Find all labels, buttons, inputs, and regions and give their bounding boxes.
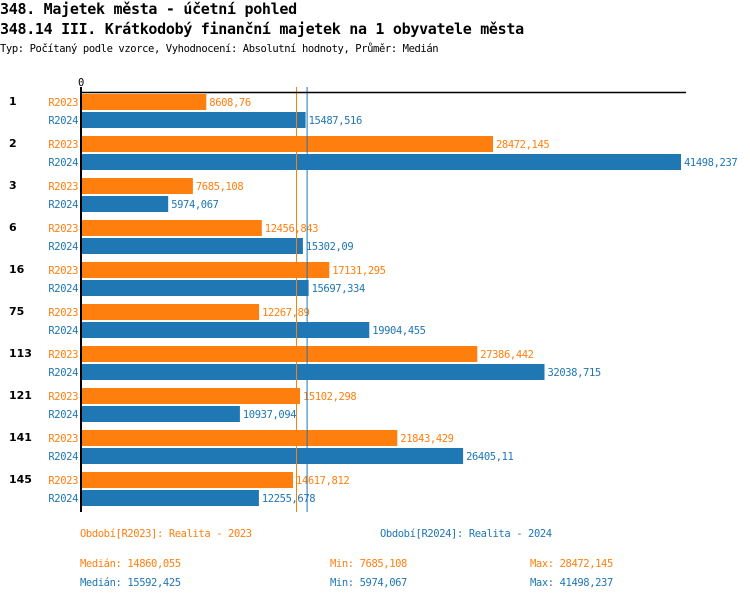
series-label: R2024	[48, 283, 78, 295]
series-label: R2024	[48, 157, 78, 169]
value-label: 15302,09	[306, 241, 353, 253]
bar-r2023-6	[82, 220, 262, 236]
legend-r2024: Období[R2024]: Realita - 2024	[380, 528, 552, 540]
value-label: 32038,715	[548, 367, 601, 379]
value-label: 5974,067	[171, 199, 218, 211]
bar-r2023-3	[82, 178, 193, 194]
bar-r2024-1	[82, 112, 306, 128]
series-label: R2024	[48, 451, 78, 463]
bar-r2024-145	[82, 490, 259, 506]
category-label: 145	[9, 473, 32, 486]
category-label: 121	[9, 389, 32, 402]
bar-r2023-141	[82, 430, 398, 446]
value-label: 8608,76	[209, 97, 251, 109]
value-label: 21843,429	[400, 433, 453, 445]
axis-zero-label: 0	[78, 77, 84, 89]
bar-r2024-113	[82, 364, 545, 380]
bar-r2023-113	[82, 346, 478, 362]
bar-r2023-145	[82, 472, 293, 488]
bar-r2023-1	[82, 94, 207, 110]
page-title: 348. Majetek města - účetní pohled	[0, 0, 297, 18]
category-label: 6	[9, 221, 17, 234]
value-label: 15697,334	[312, 283, 365, 295]
series-label: R2024	[48, 325, 78, 337]
series-label: R2024	[48, 199, 78, 211]
bar-r2024-16	[82, 280, 309, 296]
series-label: R2024	[48, 493, 78, 505]
series-label: R2023	[48, 181, 78, 193]
series-label: R2023	[48, 391, 78, 403]
category-label: 3	[9, 179, 17, 192]
series-label: R2023	[48, 433, 78, 445]
bar-r2024-2	[82, 154, 681, 170]
series-label: R2023	[48, 475, 78, 487]
value-label: 12267,89	[262, 307, 309, 319]
value-label: 12456,843	[265, 223, 318, 235]
series-label: R2023	[48, 265, 78, 277]
value-label: 19904,455	[372, 325, 425, 337]
series-label: R2023	[48, 307, 78, 319]
value-label: 14617,812	[296, 475, 349, 487]
bar-r2023-2	[82, 136, 493, 152]
value-label: 10937,094	[243, 409, 296, 421]
stat-r2024-min: Min: 5974,067	[330, 577, 407, 589]
value-label: 17131,295	[332, 265, 385, 277]
bar-r2023-75	[82, 304, 260, 320]
bar-r2024-121	[82, 406, 240, 422]
stat-r2023-min: Min: 7685,108	[330, 558, 407, 570]
series-label: R2024	[48, 115, 78, 127]
category-label: 113	[9, 347, 32, 360]
value-label: 15487,516	[309, 115, 362, 127]
bar-r2023-121	[82, 388, 300, 404]
bar-r2024-75	[82, 322, 370, 338]
value-label: 28472,145	[496, 139, 549, 151]
chart-title: 348.14 III. Krátkodobý finanční majetek …	[0, 20, 524, 38]
bar-r2024-6	[82, 238, 303, 254]
series-label: R2023	[48, 97, 78, 109]
bar-r2023-16	[82, 262, 330, 278]
stat-r2024-median: Medián: 15592,425	[80, 577, 181, 589]
value-label: 41498,237	[684, 157, 737, 169]
series-label: R2024	[48, 367, 78, 379]
category-label: 2	[9, 137, 17, 150]
series-label: R2024	[48, 241, 78, 253]
stat-r2023-max: Max: 28472,145	[530, 558, 613, 570]
legend-r2023: Období[R2023]: Realita - 2023	[80, 528, 252, 540]
category-label: 75	[9, 305, 24, 318]
category-label: 141	[9, 431, 32, 444]
series-label: R2024	[48, 409, 78, 421]
value-label: 12255,678	[262, 493, 315, 505]
bar-chart: 0 1 R2023 8608,76 R2024 15487,516 2 R2023 28472…	[9, 77, 738, 512]
value-label: 26405,11	[466, 451, 513, 463]
value-label: 27386,442	[480, 349, 533, 361]
series-label: R2023	[48, 139, 78, 151]
chart-info: Typ: Počítaný podle vzorce, Vyhodnocení:…	[0, 43, 439, 55]
series-label: R2023	[48, 223, 78, 235]
series-label: R2023	[48, 349, 78, 361]
bar-r2024-141	[82, 448, 464, 464]
value-label: 15102,298	[303, 391, 356, 403]
category-label: 16	[9, 263, 25, 276]
category-label: 1	[9, 95, 17, 108]
value-label: 7685,108	[196, 181, 243, 193]
stat-r2023-median: Medián: 14860,055	[80, 558, 181, 570]
bar-r2024-3	[82, 196, 169, 212]
stat-r2024-max: Max: 41498,237	[530, 577, 613, 589]
